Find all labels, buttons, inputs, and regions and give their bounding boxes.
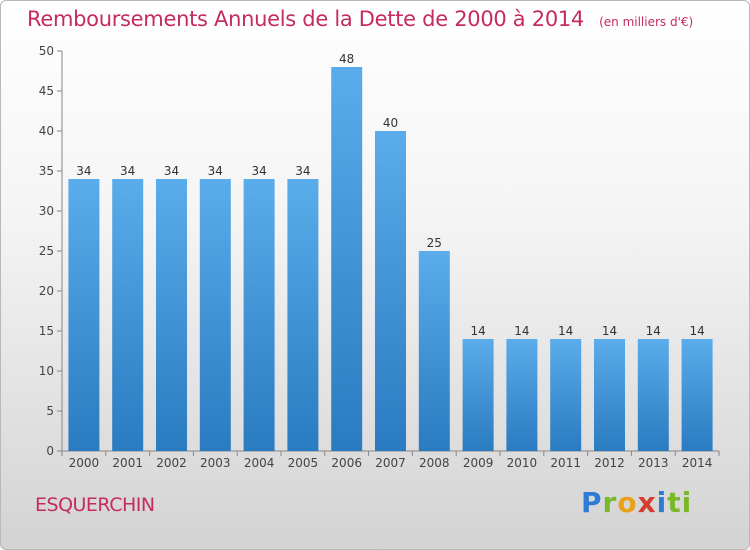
y-tick-label: 15 xyxy=(39,324,54,338)
bar-value-label: 34 xyxy=(120,164,135,178)
bar-2013 xyxy=(637,339,669,451)
labels: 0 5 10 15 20 25 30 35 40 45 50 2000 34 2001 34 2002 34 20… xyxy=(39,44,713,470)
bar-2004 xyxy=(243,179,275,451)
bar-value-label: 14 xyxy=(689,324,704,338)
x-tick-label: 2014 xyxy=(682,456,713,470)
y-tick-label: 40 xyxy=(39,124,54,138)
bar-2010 xyxy=(506,339,538,451)
x-tick-label: 2008 xyxy=(419,456,450,470)
bars xyxy=(68,67,713,451)
bar-2002 xyxy=(156,179,187,451)
bar-2012 xyxy=(594,339,625,451)
y-tick-label: 0 xyxy=(46,444,54,458)
x-tick-label: 2013 xyxy=(638,456,669,470)
chart-title: Remboursements Annuels de la Dette de 20… xyxy=(27,7,584,31)
bar-value-label: 14 xyxy=(514,324,529,338)
bar-2001 xyxy=(112,179,144,451)
bar-2007 xyxy=(375,131,406,451)
bar-2005 xyxy=(287,179,319,451)
bar-value-label: 14 xyxy=(646,324,661,338)
x-tick-label: 2001 xyxy=(112,456,143,470)
bar-2008 xyxy=(418,251,450,451)
commune-name: ESQUERCHIN xyxy=(35,494,155,516)
title-row: Remboursements Annuels de la Dette de 20… xyxy=(27,7,693,31)
bar-2003 xyxy=(199,179,231,451)
x-tick-label: 2010 xyxy=(507,456,538,470)
y-tick-label: 20 xyxy=(39,284,54,298)
x-tick-label: 2011 xyxy=(550,456,581,470)
brand-logo: Proxiti xyxy=(581,486,693,519)
bar-2006 xyxy=(331,67,363,451)
bar-2000 xyxy=(68,179,100,451)
bar-value-label: 34 xyxy=(76,164,91,178)
x-tick-label: 2002 xyxy=(156,456,187,470)
bar-value-label: 48 xyxy=(339,52,354,66)
bar-value-label: 14 xyxy=(558,324,573,338)
x-tick-label: 2004 xyxy=(244,456,275,470)
y-tick-label: 35 xyxy=(39,164,54,178)
y-tick-label: 30 xyxy=(39,204,54,218)
y-tick-label: 5 xyxy=(46,404,54,418)
chart-unit: (en milliers d'€) xyxy=(599,15,694,29)
bar-value-label: 34 xyxy=(251,164,266,178)
bar-2014 xyxy=(681,339,713,451)
x-tick-label: 2012 xyxy=(594,456,625,470)
x-tick-label: 2007 xyxy=(375,456,406,470)
x-tick-label: 2006 xyxy=(331,456,362,470)
bar-value-label: 34 xyxy=(208,164,223,178)
bar-value-label: 14 xyxy=(602,324,617,338)
y-tick-label: 10 xyxy=(39,364,54,378)
bar-value-label: 34 xyxy=(164,164,179,178)
bar-value-label: 25 xyxy=(427,236,442,250)
y-tick-label: 25 xyxy=(39,244,54,258)
bar-2011 xyxy=(550,339,582,451)
bar-value-label: 14 xyxy=(470,324,485,338)
x-tick-label: 2000 xyxy=(69,456,100,470)
y-tick-label: 50 xyxy=(39,44,54,58)
x-tick-label: 2009 xyxy=(463,456,494,470)
x-tick-label: 2003 xyxy=(200,456,231,470)
bar-value-label: 40 xyxy=(383,116,398,130)
bar-2009 xyxy=(462,339,494,451)
x-tick-label: 2005 xyxy=(288,456,319,470)
y-tick-label: 45 xyxy=(39,84,54,98)
bar-value-label: 34 xyxy=(295,164,310,178)
